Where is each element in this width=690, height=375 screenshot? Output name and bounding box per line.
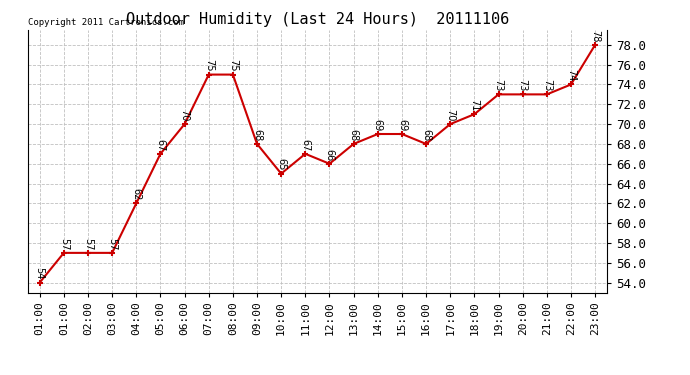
Text: 68: 68 [421, 129, 431, 141]
Text: 74: 74 [566, 69, 576, 82]
Text: 73: 73 [518, 79, 528, 92]
Text: 70: 70 [445, 109, 455, 122]
Text: 67: 67 [300, 139, 310, 151]
Text: 69: 69 [397, 119, 407, 131]
Text: 68: 68 [348, 129, 359, 141]
Title: Outdoor Humidity (Last 24 Hours)  20111106: Outdoor Humidity (Last 24 Hours) 2011110… [126, 12, 509, 27]
Text: 78: 78 [590, 30, 600, 42]
Text: 70: 70 [179, 109, 190, 122]
Text: 57: 57 [59, 238, 69, 250]
Text: 57: 57 [83, 238, 93, 250]
Text: 65: 65 [276, 159, 286, 171]
Text: 75: 75 [228, 59, 238, 72]
Text: 71: 71 [469, 99, 480, 111]
Text: 75: 75 [204, 59, 214, 72]
Text: 73: 73 [542, 79, 552, 92]
Text: 68: 68 [252, 129, 262, 141]
Text: Copyright 2011 Cartronics.com: Copyright 2011 Cartronics.com [28, 18, 184, 27]
Text: 62: 62 [131, 188, 141, 201]
Text: 57: 57 [107, 238, 117, 250]
Text: 54: 54 [34, 267, 45, 280]
Text: 66: 66 [324, 149, 335, 161]
Text: 73: 73 [493, 79, 504, 92]
Text: 67: 67 [155, 139, 166, 151]
Text: 69: 69 [373, 119, 383, 131]
